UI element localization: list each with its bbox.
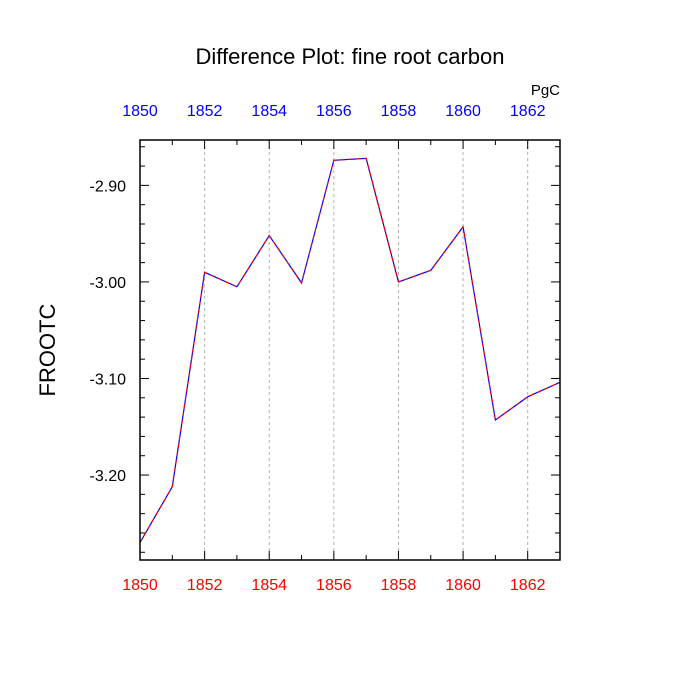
- chart-title: Difference Plot: fine root carbon: [196, 44, 505, 69]
- x-tick-label-top: 1850: [122, 103, 158, 120]
- x-tick-label-top: 1852: [187, 103, 223, 120]
- x-tick-label-top: 1856: [316, 103, 352, 120]
- x-tick-label-bottom: 1862: [510, 577, 546, 594]
- x-tick-label-top: 1862: [510, 103, 546, 120]
- units-label: PgC: [531, 82, 560, 99]
- x-tick-label-bottom: 1856: [316, 577, 352, 594]
- x-tick-label-top: 1858: [381, 103, 417, 120]
- x-tick-label-bottom: 1850: [122, 577, 158, 594]
- y-tick-label: -3.20: [90, 468, 127, 485]
- x-tick-label-bottom: 1860: [445, 577, 481, 594]
- grid: [204, 140, 529, 560]
- y-tick-label: -2.90: [90, 178, 127, 195]
- plot-frame: [139, 139, 561, 561]
- y-axis-label: FROOTC: [35, 303, 60, 396]
- data-series: [139, 157, 561, 543]
- x-tick-label-top: 1854: [251, 103, 287, 120]
- series-line-overlay: [139, 157, 561, 543]
- x-tick-label-bottom: 1852: [187, 577, 223, 594]
- series-line: [139, 157, 561, 543]
- axes: 1850 1850 1852 1852 1854 1854 1856 1856 1858 1858…: [90, 103, 561, 594]
- y-tick-label: -3.00: [90, 275, 127, 292]
- x-tick-label-bottom: 1854: [251, 577, 287, 594]
- x-tick-label-top: 1860: [445, 103, 481, 120]
- x-tick-label-bottom: 1858: [381, 577, 417, 594]
- y-tick-label: -3.10: [90, 371, 127, 388]
